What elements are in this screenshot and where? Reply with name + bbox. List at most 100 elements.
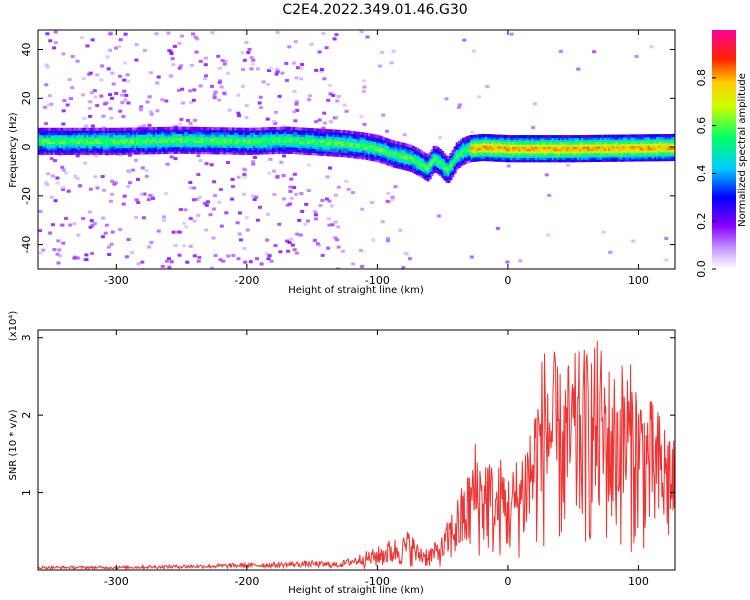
heatmap-cell — [305, 149, 309, 153]
heatmap-cell — [489, 147, 493, 151]
heatmap-cell — [424, 155, 428, 159]
heatmap-cell — [203, 144, 206, 148]
heatmap-cell — [564, 154, 568, 158]
heatmap-cell — [365, 133, 369, 136]
heatmap-cell — [94, 134, 98, 138]
heatmap-cell — [248, 132, 252, 136]
heatmap-cell — [117, 138, 121, 142]
heatmap-cell — [198, 59, 203, 63]
heatmap-cell — [65, 134, 69, 138]
heatmap-cell — [290, 151, 294, 154]
heatmap-cell — [403, 143, 407, 147]
heatmap-cell — [142, 133, 146, 137]
heatmap-cell — [503, 139, 507, 143]
heatmap-cell — [267, 140, 271, 144]
heatmap-cell — [336, 147, 340, 151]
heatmap-cell — [287, 241, 292, 244]
snr-x-tick-label: -200 — [234, 575, 259, 588]
heatmap-cell — [188, 133, 192, 137]
heatmap-cell — [242, 192, 246, 196]
heatmap-cell — [510, 157, 513, 161]
heatmap-cell — [257, 127, 261, 131]
heatmap-cell — [643, 156, 647, 160]
heatmap-cell — [265, 138, 269, 142]
heatmap-cell — [342, 145, 346, 149]
heatmap-cell — [113, 149, 117, 153]
heatmap-cell — [503, 159, 507, 163]
heatmap-cell — [470, 130, 475, 134]
heatmap-cell — [599, 134, 603, 138]
heatmap-cell — [252, 156, 257, 159]
heatmap-cell — [127, 138, 131, 142]
snr-y-axis-label: SNR (10 * v/v) — [8, 409, 19, 480]
heatmap-cell — [468, 155, 472, 159]
heatmap-cell — [662, 151, 666, 155]
heatmap-cell — [175, 148, 179, 152]
heatmap-cell — [501, 137, 505, 140]
heatmap-cell — [443, 155, 447, 159]
heatmap-cell — [365, 146, 369, 150]
heatmap-x-tick-label: -300 — [104, 274, 129, 287]
heatmap-cell — [203, 77, 208, 81]
heatmap-cell — [497, 136, 501, 140]
heatmap-cell — [167, 140, 171, 143]
heatmap-cell — [155, 138, 158, 141]
heatmap-cell — [194, 140, 198, 143]
heatmap-cell — [110, 192, 114, 196]
heatmap-cell — [169, 52, 174, 56]
heatmap-cell — [518, 137, 522, 141]
heatmap-cell — [476, 149, 480, 153]
heatmap-cell — [84, 258, 89, 261]
heatmap-cell — [156, 229, 161, 233]
heatmap-cell — [288, 202, 293, 206]
heatmap-cell — [478, 153, 482, 157]
heatmap-cell — [213, 138, 217, 142]
heatmap-cell — [497, 152, 501, 156]
heatmap-cell — [326, 144, 330, 148]
heatmap-cell — [326, 137, 330, 141]
heatmap-cell — [614, 147, 618, 151]
heatmap-cell — [94, 154, 99, 158]
heatmap-cell — [618, 158, 622, 162]
heatmap-cell — [543, 148, 547, 152]
heatmap-cell — [436, 151, 440, 155]
heatmap-cell — [447, 175, 451, 179]
heatmap-cell — [422, 153, 426, 157]
heatmap-cell — [518, 135, 522, 139]
heatmap-cell — [163, 137, 167, 141]
heatmap-cell — [330, 149, 334, 153]
heatmap-cell — [393, 153, 396, 157]
heatmap-cell — [545, 154, 549, 158]
heatmap-cell — [42, 127, 46, 131]
heatmap-cell — [144, 129, 148, 133]
heatmap-cell — [591, 148, 595, 152]
heatmap-cell — [215, 133, 219, 137]
heatmap-cell — [138, 134, 142, 137]
heatmap-cell — [109, 141, 112, 144]
heatmap-cell — [378, 148, 382, 152]
heatmap-cell — [219, 151, 223, 155]
heatmap-cell — [282, 197, 286, 201]
heatmap-cell — [284, 139, 288, 143]
heatmap-cell — [92, 136, 96, 140]
heatmap-cell — [209, 127, 213, 131]
heatmap-cell — [647, 145, 651, 149]
heatmap-cell — [276, 129, 280, 133]
heatmap-cell — [551, 150, 555, 154]
heatmap-cell — [134, 134, 138, 137]
heatmap-cell — [482, 153, 486, 157]
heatmap-cell — [53, 159, 57, 163]
heatmap-cell — [393, 158, 396, 162]
heatmap-cell — [576, 67, 581, 71]
heatmap-cell — [242, 149, 246, 153]
heatmap-cell — [401, 155, 405, 159]
heatmap-cell — [591, 141, 595, 145]
heatmap-cell — [184, 142, 188, 145]
heatmap-cell — [566, 148, 570, 152]
heatmap-cell — [40, 151, 44, 155]
heatmap-cell — [171, 230, 176, 234]
heatmap-cell — [608, 141, 612, 145]
heatmap-cell — [413, 164, 417, 168]
heatmap-cell — [40, 132, 44, 136]
heatmap-cell — [382, 154, 386, 158]
